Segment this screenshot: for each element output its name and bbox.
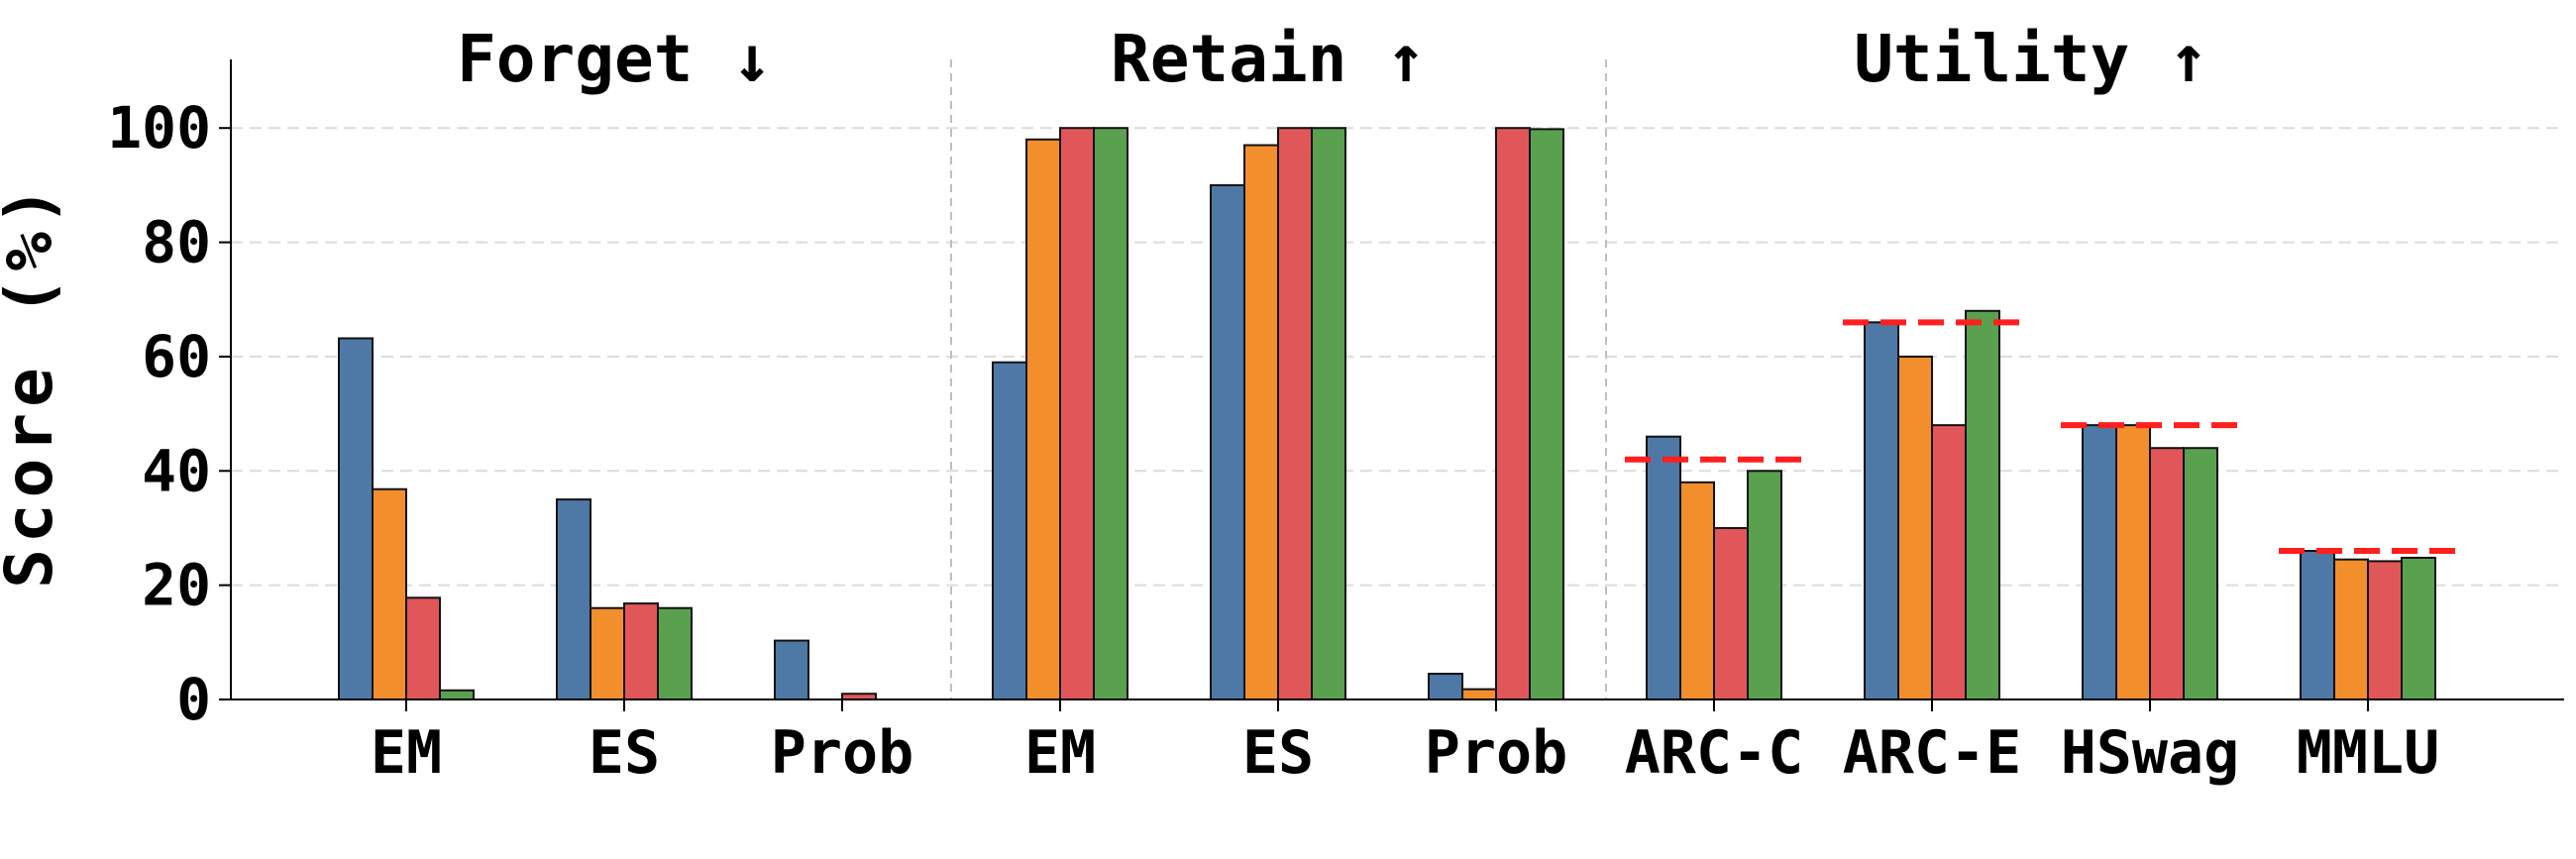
- group-title: Utility ↑: [1854, 21, 2208, 97]
- bar: [372, 487, 407, 700]
- group-title: Forget ↓: [457, 21, 772, 97]
- bar: [2183, 447, 2218, 701]
- bar: [992, 361, 1027, 700]
- y-tick-label: 60: [142, 323, 211, 390]
- bar: [1093, 127, 1128, 700]
- x-tick-label: Prob: [771, 718, 914, 788]
- x-tick-label: ES: [1242, 718, 1314, 788]
- group-separators: [950, 59, 1607, 699]
- y-tick-label: 100: [107, 94, 211, 161]
- bar: [1243, 144, 1279, 700]
- x-tick-label: ARC-E: [1843, 718, 2022, 788]
- bar: [590, 606, 625, 701]
- x-tick-label: HSwag: [2061, 718, 2240, 788]
- bar: [2300, 550, 2335, 700]
- labels-layer: 0 20 40 60 80 100 EM ES Prob EM ES Prob ARC-C ARC-E HS…: [107, 21, 2439, 788]
- bar: [2115, 424, 2151, 700]
- bar: [1428, 673, 1463, 700]
- y-tick-label: 40: [142, 437, 211, 504]
- bar: [2401, 556, 2436, 701]
- x-tick-label: ARC-C: [1625, 718, 1804, 788]
- bar: [1461, 688, 1497, 701]
- y-tick-label: 20: [142, 552, 211, 619]
- bar: [2149, 447, 2185, 701]
- bar: [1529, 128, 1564, 700]
- bar: [439, 689, 475, 700]
- bar: [657, 606, 693, 701]
- bars-layer: [338, 127, 2436, 701]
- bar: [1864, 321, 1899, 700]
- bar: [1059, 127, 1095, 700]
- bar: [1025, 138, 1061, 700]
- bar: [1311, 127, 1346, 700]
- x-tick-label: MMLU: [2297, 718, 2440, 788]
- y-tick-label: 80: [142, 209, 211, 276]
- bar: [1646, 435, 1681, 700]
- y-axis-label: Score (%): [0, 180, 67, 589]
- bar: [1495, 127, 1531, 700]
- group-title: Retain ↑: [1111, 21, 1426, 97]
- bar: [1277, 127, 1313, 700]
- x-tick-label: Prob: [1425, 718, 1568, 788]
- bar: [338, 337, 374, 700]
- bar: [1713, 526, 1749, 701]
- y-tick-label: 0: [176, 666, 211, 733]
- bar: [774, 639, 809, 700]
- x-tick-label: EM: [1024, 718, 1096, 788]
- bar: [1897, 355, 1933, 700]
- bar: [1679, 481, 1715, 701]
- bar: [1965, 309, 2000, 700]
- bar: [2367, 560, 2403, 700]
- bar: [1931, 424, 1967, 700]
- bar: [2333, 558, 2369, 700]
- bar: [556, 498, 591, 700]
- bar: [1210, 183, 1245, 700]
- bar: [623, 602, 659, 700]
- x-tick-label: ES: [589, 718, 660, 788]
- axes-layer: [219, 59, 2564, 711]
- bar: [405, 596, 441, 701]
- bar: [2082, 424, 2117, 700]
- x-tick-label: EM: [371, 718, 442, 788]
- reference-lines-layer: [1625, 319, 2457, 555]
- bar: [1747, 470, 1782, 700]
